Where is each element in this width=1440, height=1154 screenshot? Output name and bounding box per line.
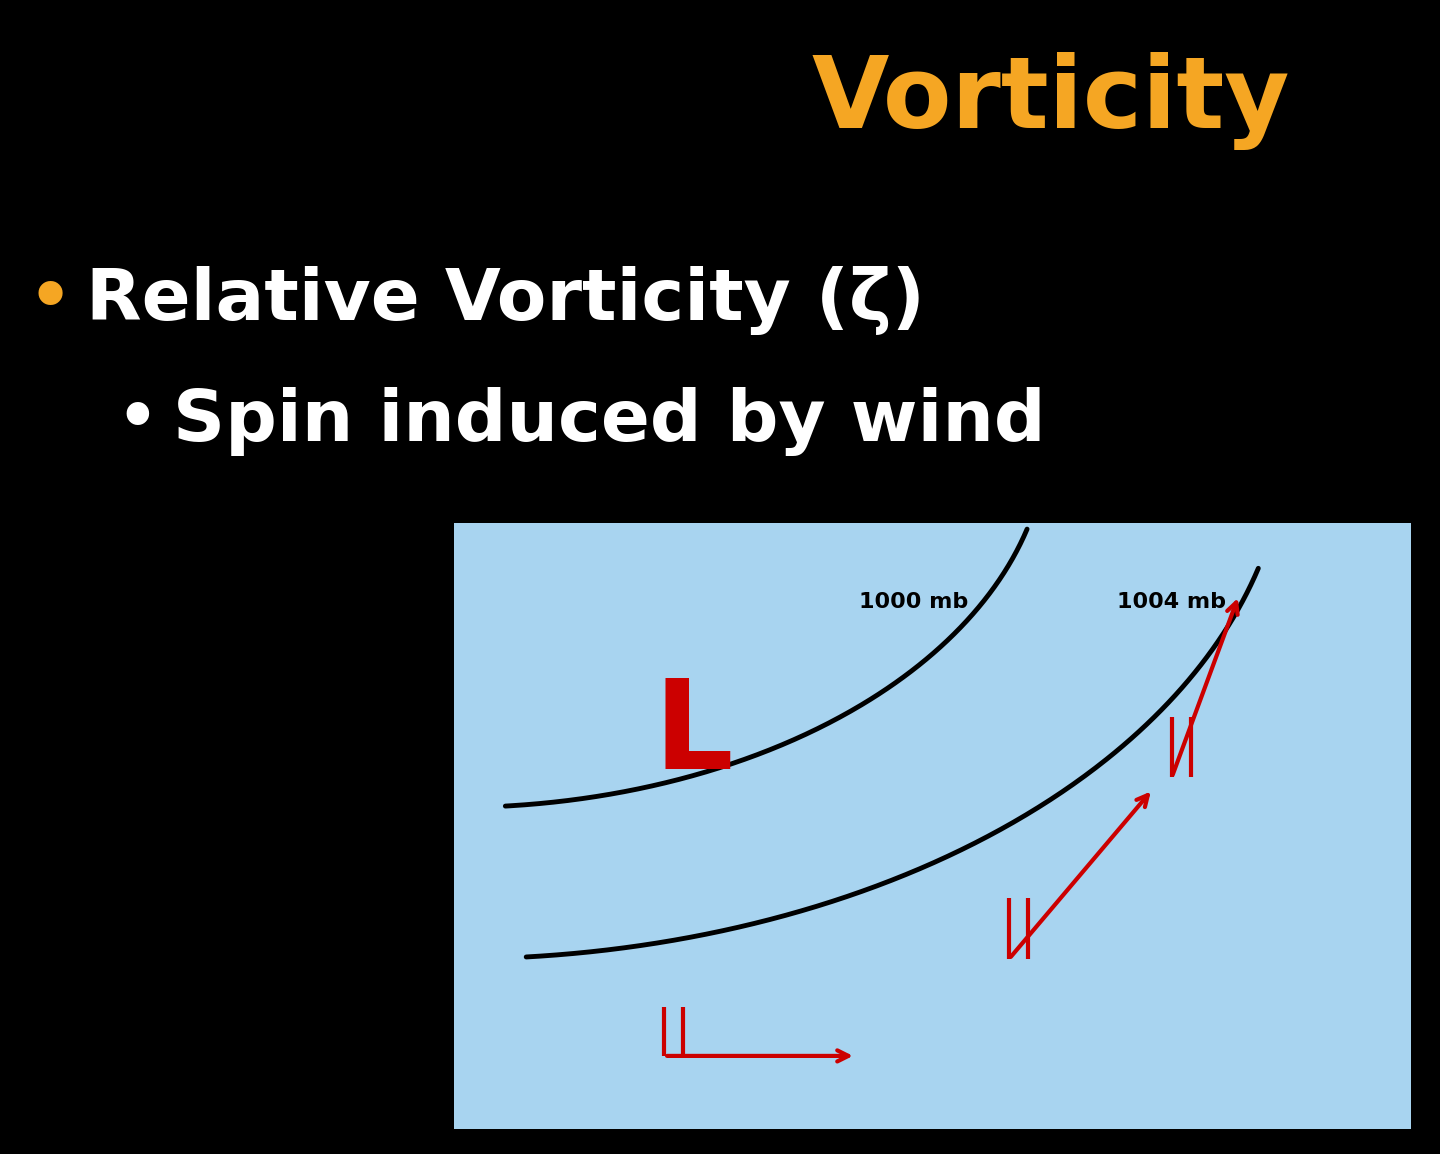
Bar: [454, 523, 1411, 1129]
Text: •: •: [114, 383, 160, 459]
Text: Relative Vorticity (ζ): Relative Vorticity (ζ): [86, 265, 926, 335]
Text: 1000 mb: 1000 mb: [858, 592, 968, 612]
Text: 1004 mb: 1004 mb: [1117, 592, 1227, 612]
Text: L: L: [654, 674, 733, 795]
Text: •: •: [26, 260, 75, 340]
Text: Spin induced by wind: Spin induced by wind: [173, 387, 1045, 456]
Text: Vorticity: Vorticity: [812, 52, 1290, 150]
